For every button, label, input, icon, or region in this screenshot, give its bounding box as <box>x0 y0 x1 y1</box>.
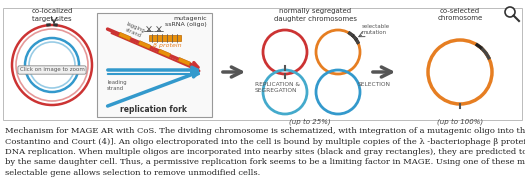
Bar <box>138 41 151 49</box>
Text: Mechanism for MAGE AR with CoS. The dividing chromosome is schematized, with int: Mechanism for MAGE AR with CoS. The divi… <box>5 127 525 135</box>
Text: co-localized
target sites: co-localized target sites <box>32 8 72 21</box>
Text: selectable
mutation: selectable mutation <box>362 24 390 35</box>
Text: lagging
strand: lagging strand <box>123 21 146 39</box>
Circle shape <box>505 7 515 17</box>
Bar <box>158 49 171 57</box>
Bar <box>178 57 191 66</box>
Bar <box>54 23 58 26</box>
FancyBboxPatch shape <box>97 13 212 117</box>
FancyBboxPatch shape <box>3 8 522 120</box>
Text: REPLICATION &
SEGREGATION: REPLICATION & SEGREGATION <box>255 82 300 93</box>
Bar <box>485 52 491 60</box>
Text: SELECTION: SELECTION <box>358 82 391 87</box>
Bar <box>475 43 482 49</box>
Text: DNA replication. When multiple oligos are incorporated into nearby sites (black : DNA replication. When multiple oligos ar… <box>5 148 525 156</box>
Text: co-selected
chromosome: co-selected chromosome <box>437 8 482 21</box>
Bar <box>351 34 358 40</box>
Text: mutagenic
ssRNA (oligo): mutagenic ssRNA (oligo) <box>165 16 207 27</box>
Text: by the same daughter cell. Thus, a permissive replication fork seems to be a lim: by the same daughter cell. Thus, a permi… <box>5 159 525 167</box>
Text: Click on image to zoom: Click on image to zoom <box>19 68 85 73</box>
Text: (up to 25%): (up to 25%) <box>289 118 331 125</box>
Bar <box>348 31 354 37</box>
Text: replication fork: replication fork <box>121 105 187 114</box>
Bar <box>46 23 50 26</box>
Bar <box>354 38 360 44</box>
Text: β protein: β protein <box>153 43 181 48</box>
Bar <box>480 47 487 54</box>
Text: normally segregated
daughter chromosomes: normally segregated daughter chromosomes <box>274 8 356 21</box>
FancyBboxPatch shape <box>149 35 181 41</box>
Bar <box>119 32 131 40</box>
Text: selectable gene allows selection to remove unmodified cells.: selectable gene allows selection to remo… <box>5 169 260 177</box>
Text: leading
strand: leading strand <box>107 80 127 91</box>
Text: Costantino and Court (4)]. An oligo electroporated into the cell is bound by mul: Costantino and Court (4)]. An oligo elec… <box>5 138 525 145</box>
Text: (up to 100%): (up to 100%) <box>437 118 483 125</box>
